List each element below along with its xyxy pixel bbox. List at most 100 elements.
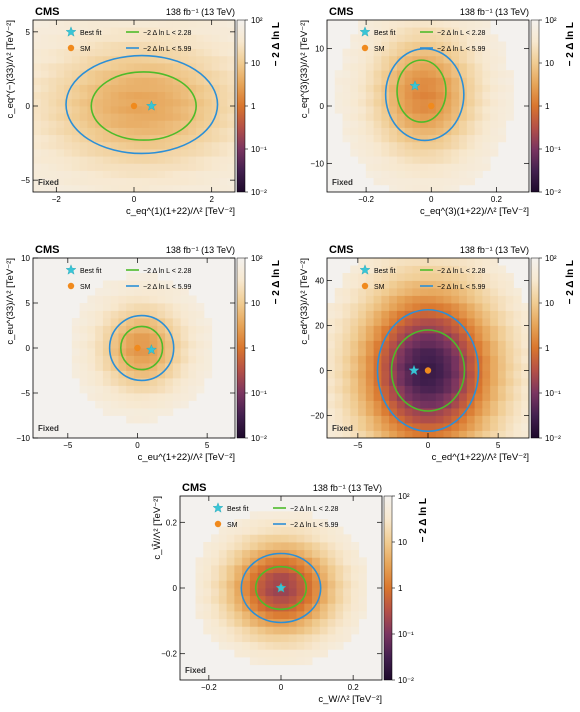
heatmap-cell [118, 348, 127, 356]
heatmap-cell [343, 557, 352, 566]
heatmap-cell [64, 127, 73, 136]
heatmap-cell [451, 34, 460, 42]
heatmap-cell [428, 141, 437, 150]
heatmap-cell [327, 595, 336, 604]
heatmap-cell [188, 41, 197, 50]
heatmap-cell [273, 634, 282, 643]
heatmap-cell [196, 333, 205, 341]
heatmap-cell [327, 626, 336, 635]
heatmap-cell [350, 572, 360, 581]
heatmap-cell [87, 318, 96, 326]
contour-68 [396, 59, 447, 123]
heatmap-cell [71, 34, 81, 42]
heatmap-cell [474, 77, 483, 85]
heatmap-cell [203, 91, 213, 100]
heatmap-cell [420, 393, 429, 401]
heatmap-cell [312, 618, 321, 627]
heatmap-cell [497, 385, 507, 394]
heatmap-cell [219, 106, 228, 114]
heatmap-cell [188, 84, 197, 93]
heatmap-cell [165, 127, 174, 136]
heatmap-cell [288, 519, 297, 528]
heatmap-cell [296, 626, 305, 635]
heatmap-cell [40, 34, 49, 42]
contour-68 [390, 329, 466, 412]
heatmap-cell [165, 106, 174, 114]
heatmap-cell [466, 385, 476, 394]
heatmap-cell [203, 355, 213, 364]
legend-68-label: −2 Δ ln L < 2.28 [437, 30, 486, 37]
heatmap-cell [443, 393, 452, 401]
heatmap-cell [296, 611, 305, 620]
heatmap-cell [505, 77, 514, 85]
heatmap-cell [521, 370, 529, 379]
heatmap-cell [381, 70, 390, 78]
heatmap-cell [281, 611, 290, 620]
heatmap-cell [412, 258, 421, 266]
heatmap-cell [110, 106, 119, 114]
heatmap-cell [64, 34, 73, 42]
heatmap-cell [412, 70, 421, 78]
heatmap-cell [474, 258, 483, 266]
heatmap-cell [428, 134, 437, 143]
heatmap-cell [474, 55, 483, 64]
heatmap-cell [459, 415, 468, 424]
heatmap-cell [102, 27, 112, 35]
heatmap-cell [95, 348, 104, 356]
heatmap-cell [490, 120, 499, 128]
heatmap-cell [188, 303, 197, 311]
heatmap-cell [102, 400, 112, 409]
heatmap-cell [304, 649, 313, 658]
heatmap-cell [211, 565, 220, 574]
heatmap-cell [482, 106, 491, 114]
best-fit-point [409, 80, 421, 91]
heatmap-cell [459, 120, 468, 128]
heatmap-cell [149, 400, 158, 409]
heatmap-cell [218, 611, 228, 620]
heatmap-cell [466, 27, 476, 35]
heatmap-cell [482, 378, 491, 386]
heatmap-cell [40, 170, 49, 179]
heatmap-cell [420, 288, 429, 296]
heatmap-cell [466, 34, 476, 42]
heatmap-cell [126, 127, 135, 136]
heatmap-cell [327, 348, 336, 356]
heatmap-cell [196, 156, 205, 164]
heatmap-cell [396, 400, 406, 409]
heatmap-cell [490, 295, 499, 304]
heatmap-cell [281, 580, 290, 589]
heatmap-cell [87, 348, 96, 356]
heatmap-cell [428, 84, 437, 93]
heatmap-cell [435, 184, 444, 192]
heatmap-cell [334, 348, 343, 356]
heatmap-cell [40, 120, 49, 128]
heatmap-cell [64, 156, 73, 164]
heatmap-cell [172, 385, 182, 394]
heatmap-cell [64, 106, 73, 114]
heatmap-cell [249, 565, 259, 574]
heatmap-cell [396, 156, 406, 164]
heatmap-cell [118, 127, 127, 136]
heatmap [327, 20, 529, 192]
heatmap-cell [242, 519, 251, 528]
heatmap-cell [257, 580, 266, 589]
heatmap-cell [505, 378, 514, 386]
heatmap-cell [404, 77, 413, 85]
heatmap-cell [102, 98, 112, 107]
heatmap-cell [428, 318, 437, 326]
heatmap-cell [312, 611, 321, 620]
heatmap-cell [428, 370, 437, 379]
heatmap-cell [334, 288, 343, 296]
heatmap-cell [451, 400, 460, 409]
heatmap-cell [451, 77, 460, 85]
heatmap-cell [296, 572, 305, 581]
heatmap-cell [334, 423, 343, 431]
heatmap-cell [226, 626, 235, 635]
heatmap-cell [334, 70, 343, 78]
heatmap-cell [227, 41, 235, 50]
heatmap-cell [373, 77, 382, 85]
heatmap-cell [521, 363, 529, 371]
heatmap-cell [373, 430, 382, 438]
heatmap-cell [249, 526, 259, 535]
heatmap-cell [412, 120, 421, 128]
